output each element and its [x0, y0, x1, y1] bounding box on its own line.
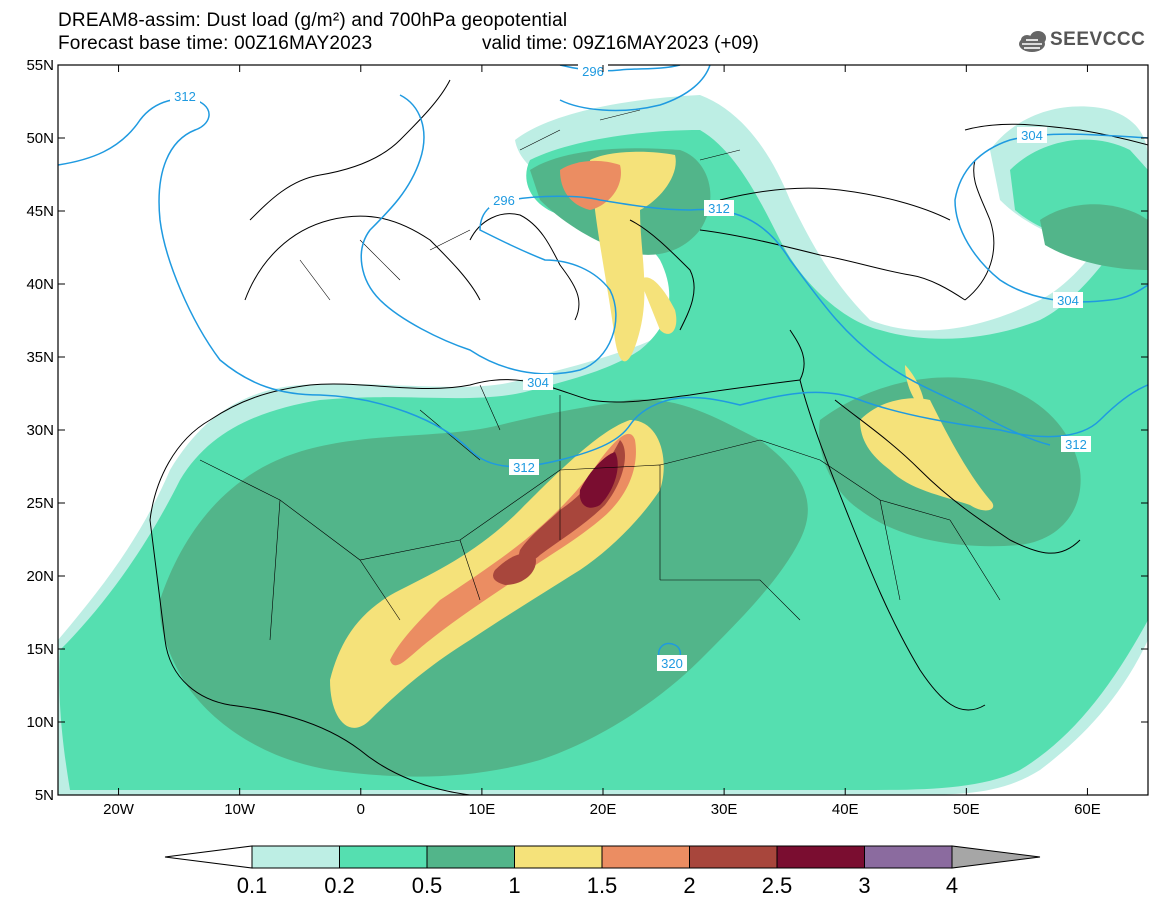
colorbar-tick-label: 2: [683, 873, 695, 898]
lat-tick-label: 15N: [26, 641, 54, 658]
colorbar-tick-label: 1.5: [587, 873, 618, 898]
colorbar-tick-label: 2.5: [762, 873, 793, 898]
contour-label-bg: [523, 374, 553, 390]
dust-layer-2.5: [579, 452, 618, 508]
lon-tick-label: 10W: [224, 801, 256, 818]
lon-tick-label: 40E: [832, 801, 859, 818]
lat-tick-label: 30N: [26, 422, 54, 439]
logo-text: SEEVCCC: [1050, 29, 1146, 50]
lat-tick-label: 10N: [26, 714, 54, 731]
lat-tick-label: 55N: [26, 57, 54, 74]
colorbar-segment: [426, 845, 515, 869]
contour-label-bg: [1061, 436, 1091, 452]
contour-label: 312: [174, 89, 196, 104]
colorbar-tick-label: 0.2: [324, 873, 355, 898]
colorbar-segment: [251, 845, 340, 869]
lat-tick-label: 50N: [26, 130, 54, 147]
lon-tick-label: 20W: [103, 801, 135, 818]
lon-tick-label: 20E: [590, 801, 617, 818]
colorbar-segment: [601, 845, 690, 869]
colorbar-tick-label: 0.5: [412, 873, 443, 898]
lon-tick-label: 60E: [1074, 801, 1101, 818]
contour-label: 304: [1021, 128, 1043, 143]
lat-tick-label: 40N: [26, 276, 54, 293]
contour-labels: 312 296 296 312 304 304 304 312 312 320: [170, 63, 1091, 671]
colorbar-segment: [776, 845, 865, 869]
colorbar-segment: [864, 845, 953, 869]
lat-tick-label: 35N: [26, 349, 54, 366]
contour-label: 312: [708, 201, 730, 216]
axes: 5N 10N 15N 20N 25N 30N 35N 40N 45N 50N 55N 20W 10W 0 1…: [26, 57, 1148, 818]
colorbar-segment: [689, 845, 778, 869]
contour-label: 312: [1065, 437, 1087, 452]
contour-label: 304: [527, 375, 549, 390]
cloud-icon: [1019, 31, 1046, 52]
valid-time: valid time: 09Z16MAY2023 (+09): [482, 33, 759, 54]
colorbar-tick-label: 0.1: [237, 873, 268, 898]
forecast-base-time: Forecast base time: 00Z16MAY2023: [58, 33, 373, 54]
contour-label-bg: [489, 192, 519, 208]
contour-label-bg: [1053, 292, 1083, 308]
contour-label-bg: [657, 655, 687, 671]
colorbar-tick-label: 1: [508, 873, 520, 898]
colorbar-segment: [514, 845, 603, 869]
contour-label: 320: [661, 656, 683, 671]
contour-label-bg: [509, 459, 539, 475]
contour-label-bg: [704, 200, 734, 216]
borders: [199, 109, 1001, 641]
lat-tick-label: 45N: [26, 203, 54, 220]
lat-tick-label: 20N: [26, 568, 54, 585]
lon-tick-label: 0: [357, 801, 365, 818]
colorbar-tick-label: 4: [946, 873, 958, 898]
colorbar-segment: [951, 845, 1041, 869]
lat-tick-label: 25N: [26, 495, 54, 512]
contour-label: 296: [582, 64, 604, 79]
contour-label: 312: [513, 460, 535, 475]
contour-label: 304: [1057, 293, 1079, 308]
chart-title: DREAM8-assim: Dust load (g/m²) and 700hP…: [58, 10, 568, 31]
contour-label-bg: [1017, 127, 1047, 143]
colorbar-segment: [339, 845, 428, 869]
dust-layer-1.5: [390, 160, 636, 666]
colorbar-tick-label: 3: [858, 873, 870, 898]
contour-label-bg: [578, 63, 608, 79]
dust-layer-2: [493, 440, 625, 585]
colorbar-segment: [164, 845, 253, 869]
contour-label-bg: [170, 88, 200, 104]
lon-tick-label: 10E: [469, 801, 496, 818]
lon-tick-label: 50E: [953, 801, 980, 818]
contour-label: 296: [493, 193, 515, 208]
coastlines: [149, 79, 1148, 795]
lon-tick-label: 30E: [711, 801, 738, 818]
colorbar: 0.1 0.2 0.5 1 1.5 2 2.5 3 4: [164, 845, 1041, 898]
lat-tick-label: 5N: [35, 787, 54, 804]
